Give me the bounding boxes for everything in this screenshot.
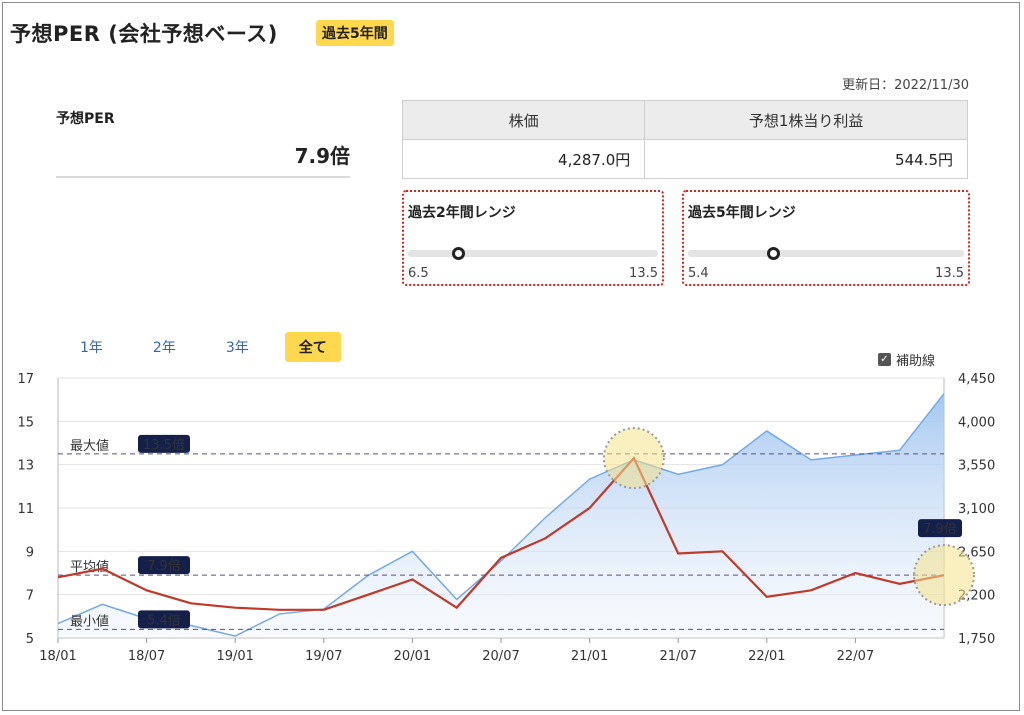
x-axis-tick-label: 19/07 — [305, 649, 342, 664]
range-2y-title: 過去2年間レンジ — [408, 205, 516, 221]
reference-line-badge — [138, 556, 190, 575]
tab-3y[interactable]: 3年 — [225, 340, 249, 356]
per-line — [57, 456, 945, 611]
right-axis-tick-label: 3,100 — [958, 502, 995, 517]
reference-line-badge-text: 7.9倍 — [147, 559, 181, 574]
updated-date: 更新日：2022/11/30 — [842, 78, 969, 93]
range-5y-marker — [767, 247, 781, 260]
x-axis-tick-label: 20/07 — [482, 649, 519, 664]
range-5y-track — [688, 250, 964, 257]
aux-lines-label: 補助線 — [896, 354, 936, 369]
range-2y-marker — [452, 247, 465, 260]
per-label: 予想PER — [56, 111, 115, 127]
reference-line-label: 平均値 — [70, 559, 109, 575]
reference-line-badge-text: 5.4倍 — [147, 613, 181, 628]
left-axis-tick-label: 13 — [17, 459, 34, 474]
x-axis-tick-label: 18/07 — [128, 649, 165, 664]
tab-1y[interactable]: 1年 — [80, 340, 103, 356]
x-axis-tick-label: 21/01 — [571, 649, 608, 664]
x-axis-tick-label: 22/01 — [748, 649, 785, 664]
stock-price-header: 株価 — [401, 100, 646, 140]
left-axis-tick-label: 9 — [26, 545, 34, 560]
page-title: 予想PER (会社予想ベース) — [10, 22, 278, 46]
range-5y: 過去5年間レンジ 5.4 13.5 — [682, 190, 970, 286]
eps-header: 予想1株当り利益 — [644, 100, 968, 140]
last-value-badge-text: 7.9倍 — [923, 522, 957, 537]
x-axis-tick-label: 21/07 — [659, 649, 696, 664]
range-2y-min: 6.5 — [408, 266, 429, 281]
left-axis-tick-label: 5 — [26, 632, 34, 647]
aux-lines-toggle[interactable]: ✓ 補助線 — [878, 350, 935, 369]
left-axis-tick-label: 11 — [17, 502, 34, 517]
right-axis-tick-label: 4,450 — [958, 372, 995, 387]
range-2y: 過去2年間レンジ 6.5 13.5 — [402, 190, 664, 286]
price-table: 株価 予想1株当り利益 4,287.0円 544.5円 — [401, 100, 968, 179]
per-chart: 579111315171,7502,2002,6503,1003,5504,00… — [17, 372, 995, 664]
left-axis-tick-label: 15 — [17, 415, 34, 430]
per-divider — [56, 176, 350, 178]
range-5y-max: 13.5 — [935, 266, 964, 281]
range-2y-max: 13.5 — [629, 266, 658, 281]
left-axis-tick-label: 17 — [17, 372, 34, 387]
eps-value: 544.5円 — [644, 139, 968, 179]
right-axis-tick-label: 4,000 — [958, 415, 995, 430]
checkbox-checked-icon[interactable]: ✓ — [878, 353, 891, 366]
x-axis-tick-label: 19/01 — [216, 649, 253, 664]
x-axis-tick-label: 22/07 — [837, 649, 874, 664]
range-5y-min: 5.4 — [688, 266, 709, 281]
period-tabs: 1年 2年 3年 全て — [66, 332, 363, 362]
left-axis-tick-label: 7 — [26, 589, 34, 604]
price-area — [58, 393, 944, 638]
range-2y-track — [408, 250, 658, 257]
x-axis-tick-label: 18/01 — [39, 649, 76, 664]
right-axis-tick-label: 1,750 — [958, 632, 995, 647]
x-axis-tick-label: 20/01 — [394, 649, 431, 664]
stock-price-value: 4,287.0円 — [401, 139, 646, 179]
reference-line-label: 最小値 — [70, 613, 109, 629]
range-5y-title: 過去5年間レンジ — [688, 205, 796, 221]
reference-line-badge-text: 13.5倍 — [143, 438, 185, 453]
tab-2y[interactable]: 2年 — [152, 340, 176, 356]
per-value: 7.9倍 — [294, 144, 350, 168]
last-value-badge — [918, 519, 962, 538]
reference-line-badge — [138, 434, 190, 453]
period-badge: 過去5年間 — [316, 20, 394, 46]
highlight-circle — [913, 544, 975, 607]
right-axis-tick-label: 3,550 — [958, 459, 995, 474]
reference-line-badge — [138, 610, 190, 629]
tab-all[interactable]: 全て — [284, 332, 341, 362]
reference-line-label: 最大値 — [70, 438, 109, 454]
highlight-circle — [602, 427, 665, 490]
